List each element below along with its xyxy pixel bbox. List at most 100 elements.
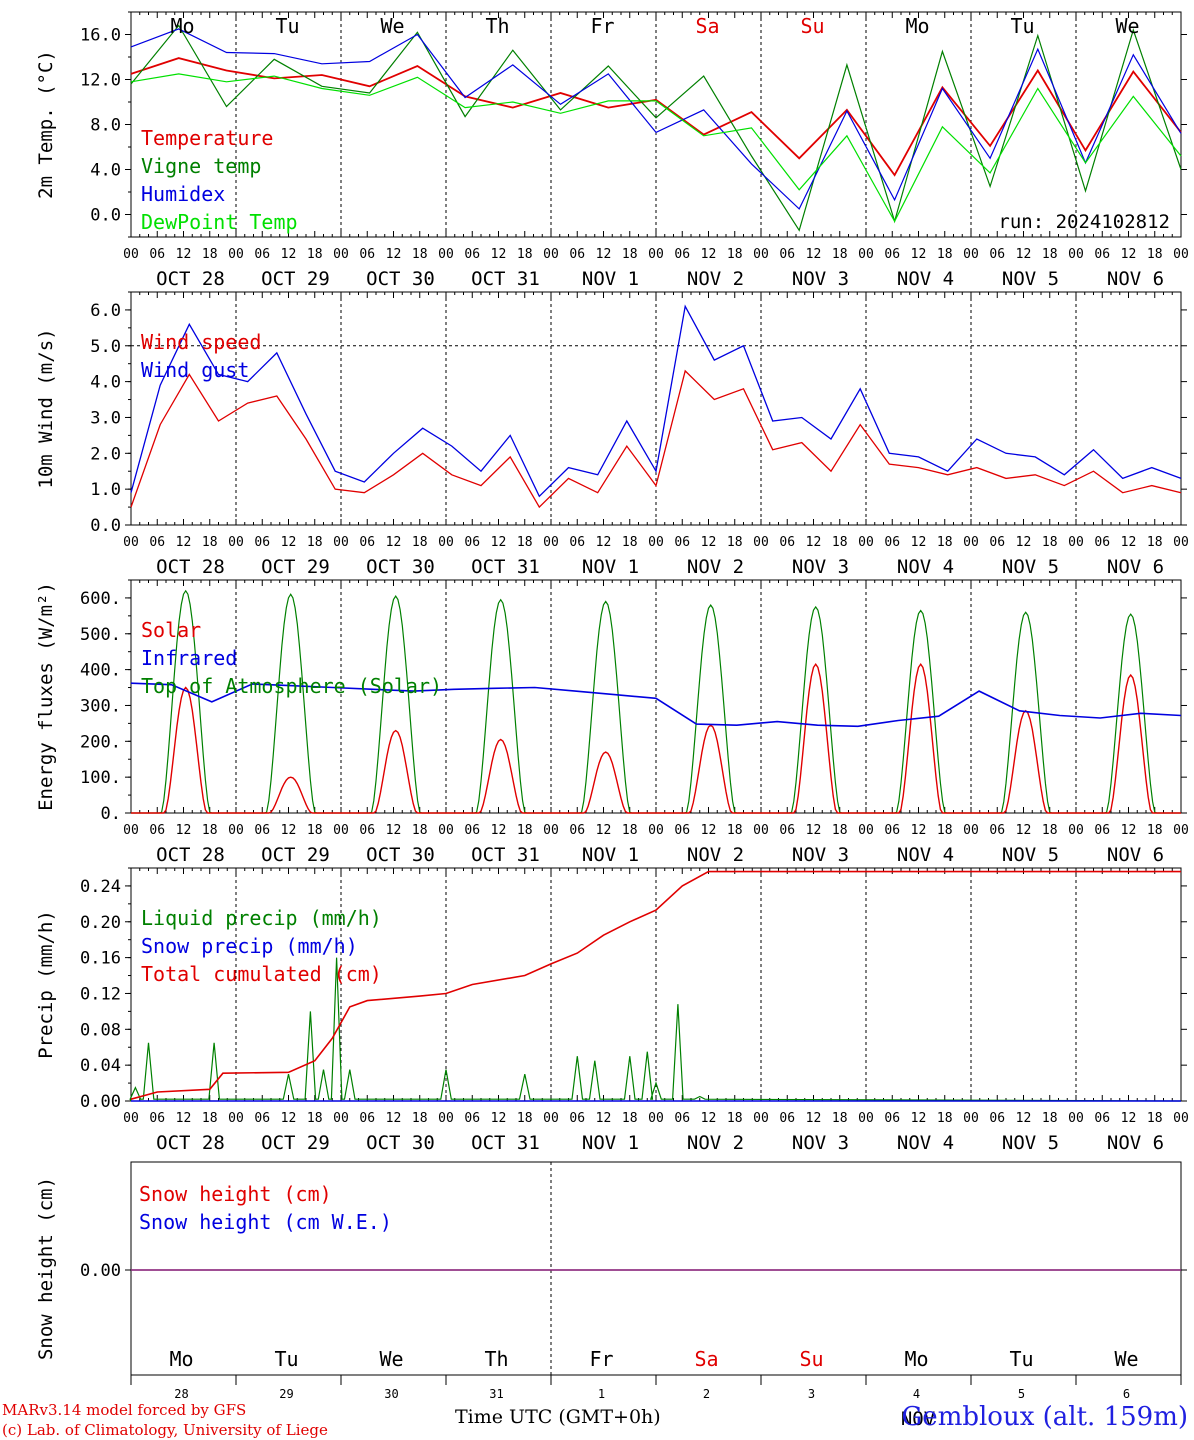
panel-4-hour-label: 06 [464, 1111, 480, 1126]
wind-legend-1: Wind gust [141, 358, 249, 382]
panel-1-hour-label: 00 [858, 247, 874, 262]
temp-day-label: Tu [275, 14, 299, 38]
temp-legend-2: Humidex [141, 182, 225, 206]
panel-3-date-label: NOV 6 [1107, 844, 1164, 866]
panel-2-date-label: OCT 31 [471, 556, 540, 578]
panel-1-date-label: NOV 6 [1107, 268, 1164, 290]
month-label: NOV [901, 1408, 935, 1430]
snow-legend-1: Snow height (cm W.E.) [139, 1210, 392, 1234]
panel-4-hour-label: 18 [517, 1111, 533, 1126]
snow-date-label: 2 [703, 1387, 710, 1401]
panel-3-ytick-label: 300. [80, 696, 121, 716]
panel-1-hour-label: 12 [701, 247, 717, 262]
panel-4-hour-label: 18 [202, 1111, 218, 1126]
panel-2-ytick-label: 0.0 [90, 516, 121, 536]
panel-1-hour-label: 00 [1173, 247, 1189, 262]
wind-series-1 [130, 304, 1182, 498]
panel-2-hour-label: 18 [1147, 535, 1163, 550]
panel-2-date-label: NOV 2 [687, 556, 744, 578]
panel-2-hour-label: 00 [438, 535, 454, 550]
panel-3-hour-label: 00 [1173, 823, 1189, 838]
temp-series-3 [130, 73, 1182, 223]
panel-1-hour-label: 00 [123, 247, 139, 262]
temp-day-label: We [380, 14, 404, 38]
panel-2-hour-label: 00 [1068, 535, 1084, 550]
panel-4-ytick-label: 0.16 [80, 949, 121, 969]
panel-1-date-label: OCT 29 [261, 268, 330, 290]
panel-1-hour-label: 00 [963, 247, 979, 262]
panel-4-hour-label: 18 [307, 1111, 323, 1126]
snow-day-label: Fr [589, 1347, 613, 1371]
panel-4-hour-label: 00 [1068, 1111, 1084, 1126]
panel-1-hour-label: 18 [307, 247, 323, 262]
flux-legend-0: Solar [141, 618, 201, 642]
panel-4-ytick-label: 0.24 [80, 877, 121, 897]
panel-3-hour-label: 12 [806, 823, 822, 838]
panel-4-hour-label: 18 [727, 1111, 743, 1126]
panel-3-hour-label: 06 [674, 823, 690, 838]
panel-1-hour-label: 18 [1147, 247, 1163, 262]
panel-4-hour-label: 06 [149, 1111, 165, 1126]
panel-2-hour-label: 00 [963, 535, 979, 550]
panel-2-ytick-label: 2.0 [90, 444, 121, 464]
panel-1-hour-label: 12 [281, 247, 297, 262]
panel-1-ytick-label: 0.0 [90, 206, 121, 226]
temp-day-label: Mo [170, 14, 194, 38]
panel-4-ytick-label: 0.08 [80, 1020, 121, 1040]
temp-legend-0: Temperature [141, 126, 273, 150]
panel-3-hour-label: 06 [359, 823, 375, 838]
panel-1-hour-label: 12 [806, 247, 822, 262]
panel-4-hour-label: 06 [779, 1111, 795, 1126]
panel-4-ytick-label: 0.12 [80, 984, 121, 1004]
panel-4-ytick-label: 0.20 [80, 913, 121, 933]
panel-4-ytick-label: 0.04 [80, 1056, 121, 1076]
panel-4-date-label: OCT 31 [471, 1132, 540, 1154]
panel-1-hour-label: 00 [333, 247, 349, 262]
panel-1-hour-label: 18 [1042, 247, 1058, 262]
panel-2-date-label: NOV 1 [582, 556, 639, 578]
panel-3-hour-label: 00 [963, 823, 979, 838]
panel-1-hour-label: 12 [911, 247, 927, 262]
panel-3-hour-label: 18 [1147, 823, 1163, 838]
panel-2-ytick-label: 5.0 [90, 337, 121, 357]
panel-3-date-label: NOV 4 [897, 844, 954, 866]
panel-3-ylabel: Energy fluxes (W/m²) [35, 582, 57, 811]
panel-4-hour-label: 18 [832, 1111, 848, 1126]
panel-3-hour-label: 18 [307, 823, 323, 838]
panel-4-hour-label: 00 [333, 1111, 349, 1126]
panel-2-date-label: OCT 28 [156, 556, 225, 578]
panel-1-hour-label: 18 [937, 247, 953, 262]
credit-lab: (c) Lab. of Climatology, University of L… [2, 1421, 328, 1439]
panel-1-hour-label: 00 [543, 247, 559, 262]
panel-4-hour-label: 12 [386, 1111, 402, 1126]
panel-1-hour-label: 12 [491, 247, 507, 262]
panel-1-hour-label: 00 [228, 247, 244, 262]
panel-4-hour-label: 18 [937, 1111, 953, 1126]
panel-3-hour-label: 12 [911, 823, 927, 838]
panel-2-hour-label: 06 [464, 535, 480, 550]
panel-4-date-label: NOV 5 [1002, 1132, 1059, 1154]
panel-3-hour-label: 18 [412, 823, 428, 838]
panel-3-hour-label: 06 [149, 823, 165, 838]
panel-5-ylabel: Snow height (cm) [35, 1177, 57, 1360]
precip-legend-1: Snow precip (mm/h) [141, 934, 358, 958]
temp-day-label: Mo [905, 14, 929, 38]
panel-3-hour-label: 18 [1042, 823, 1058, 838]
snow-legend-0: Snow height (cm) [139, 1182, 332, 1206]
panel-4-hour-label: 00 [228, 1111, 244, 1126]
panel-4-hour-label: 00 [123, 1111, 139, 1126]
panel-4-hour-label: 18 [622, 1111, 638, 1126]
panel-1-hour-label: 00 [438, 247, 454, 262]
panel-1-date-label: NOV 2 [687, 268, 744, 290]
snow-day-label: We [379, 1347, 403, 1371]
panel-1-ytick-label: 12.0 [80, 71, 121, 91]
panel-2-date-label: OCT 29 [261, 556, 330, 578]
panel-2-hour-label: 00 [543, 535, 559, 550]
panel-4-date-label: NOV 2 [687, 1132, 744, 1154]
panel-2-hour-label: 18 [412, 535, 428, 550]
panel-3-hour-label: 06 [1094, 823, 1110, 838]
panel-2-hour-label: 00 [753, 535, 769, 550]
panel-4-hour-label: 18 [1042, 1111, 1058, 1126]
x-axis-title: Time UTC (GMT+0h) [455, 1406, 661, 1428]
